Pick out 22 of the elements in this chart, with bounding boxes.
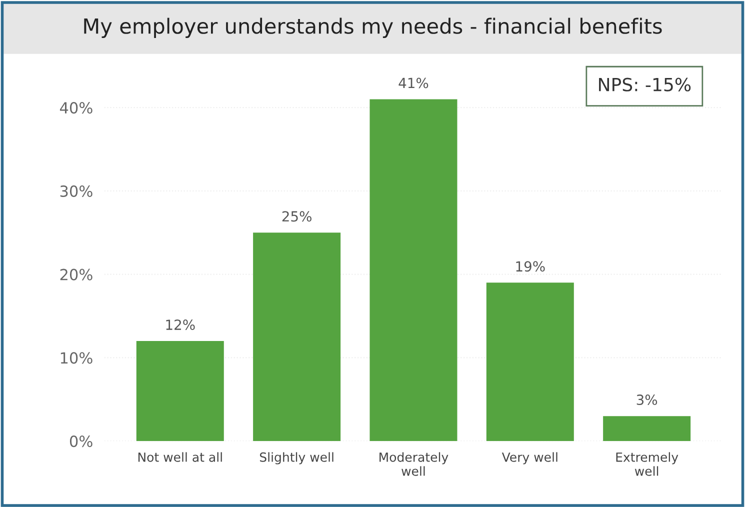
x-tick-label: Slightly well (260, 452, 334, 464)
bar (253, 232, 341, 442)
x-tick-label: Moderately well (380, 452, 448, 476)
annotation: NPS: -15% (599, 78, 691, 92)
x-tick-label: Very well (502, 452, 558, 464)
y-tick-label: 40% (60, 102, 92, 114)
data-label: 12% (166, 320, 195, 330)
y-tick-label: 0% (70, 436, 92, 448)
y-tick-label: 20% (60, 268, 92, 280)
bar (370, 99, 458, 442)
bar (603, 416, 691, 442)
bar (486, 282, 574, 442)
data-label: 41% (398, 78, 428, 88)
x-tick-label: Not well at all (138, 452, 222, 462)
data-label: 19% (516, 261, 545, 272)
y-tick-label: 30% (60, 185, 92, 197)
chart-title: My employer understands my needs - financial benefits (84, 18, 662, 38)
data-label: 3% (636, 394, 658, 406)
bar (136, 341, 224, 442)
data-label: 25% (282, 211, 312, 222)
x-tick-label: Extremely well (616, 452, 678, 476)
y-tick-label: 10% (60, 352, 92, 364)
